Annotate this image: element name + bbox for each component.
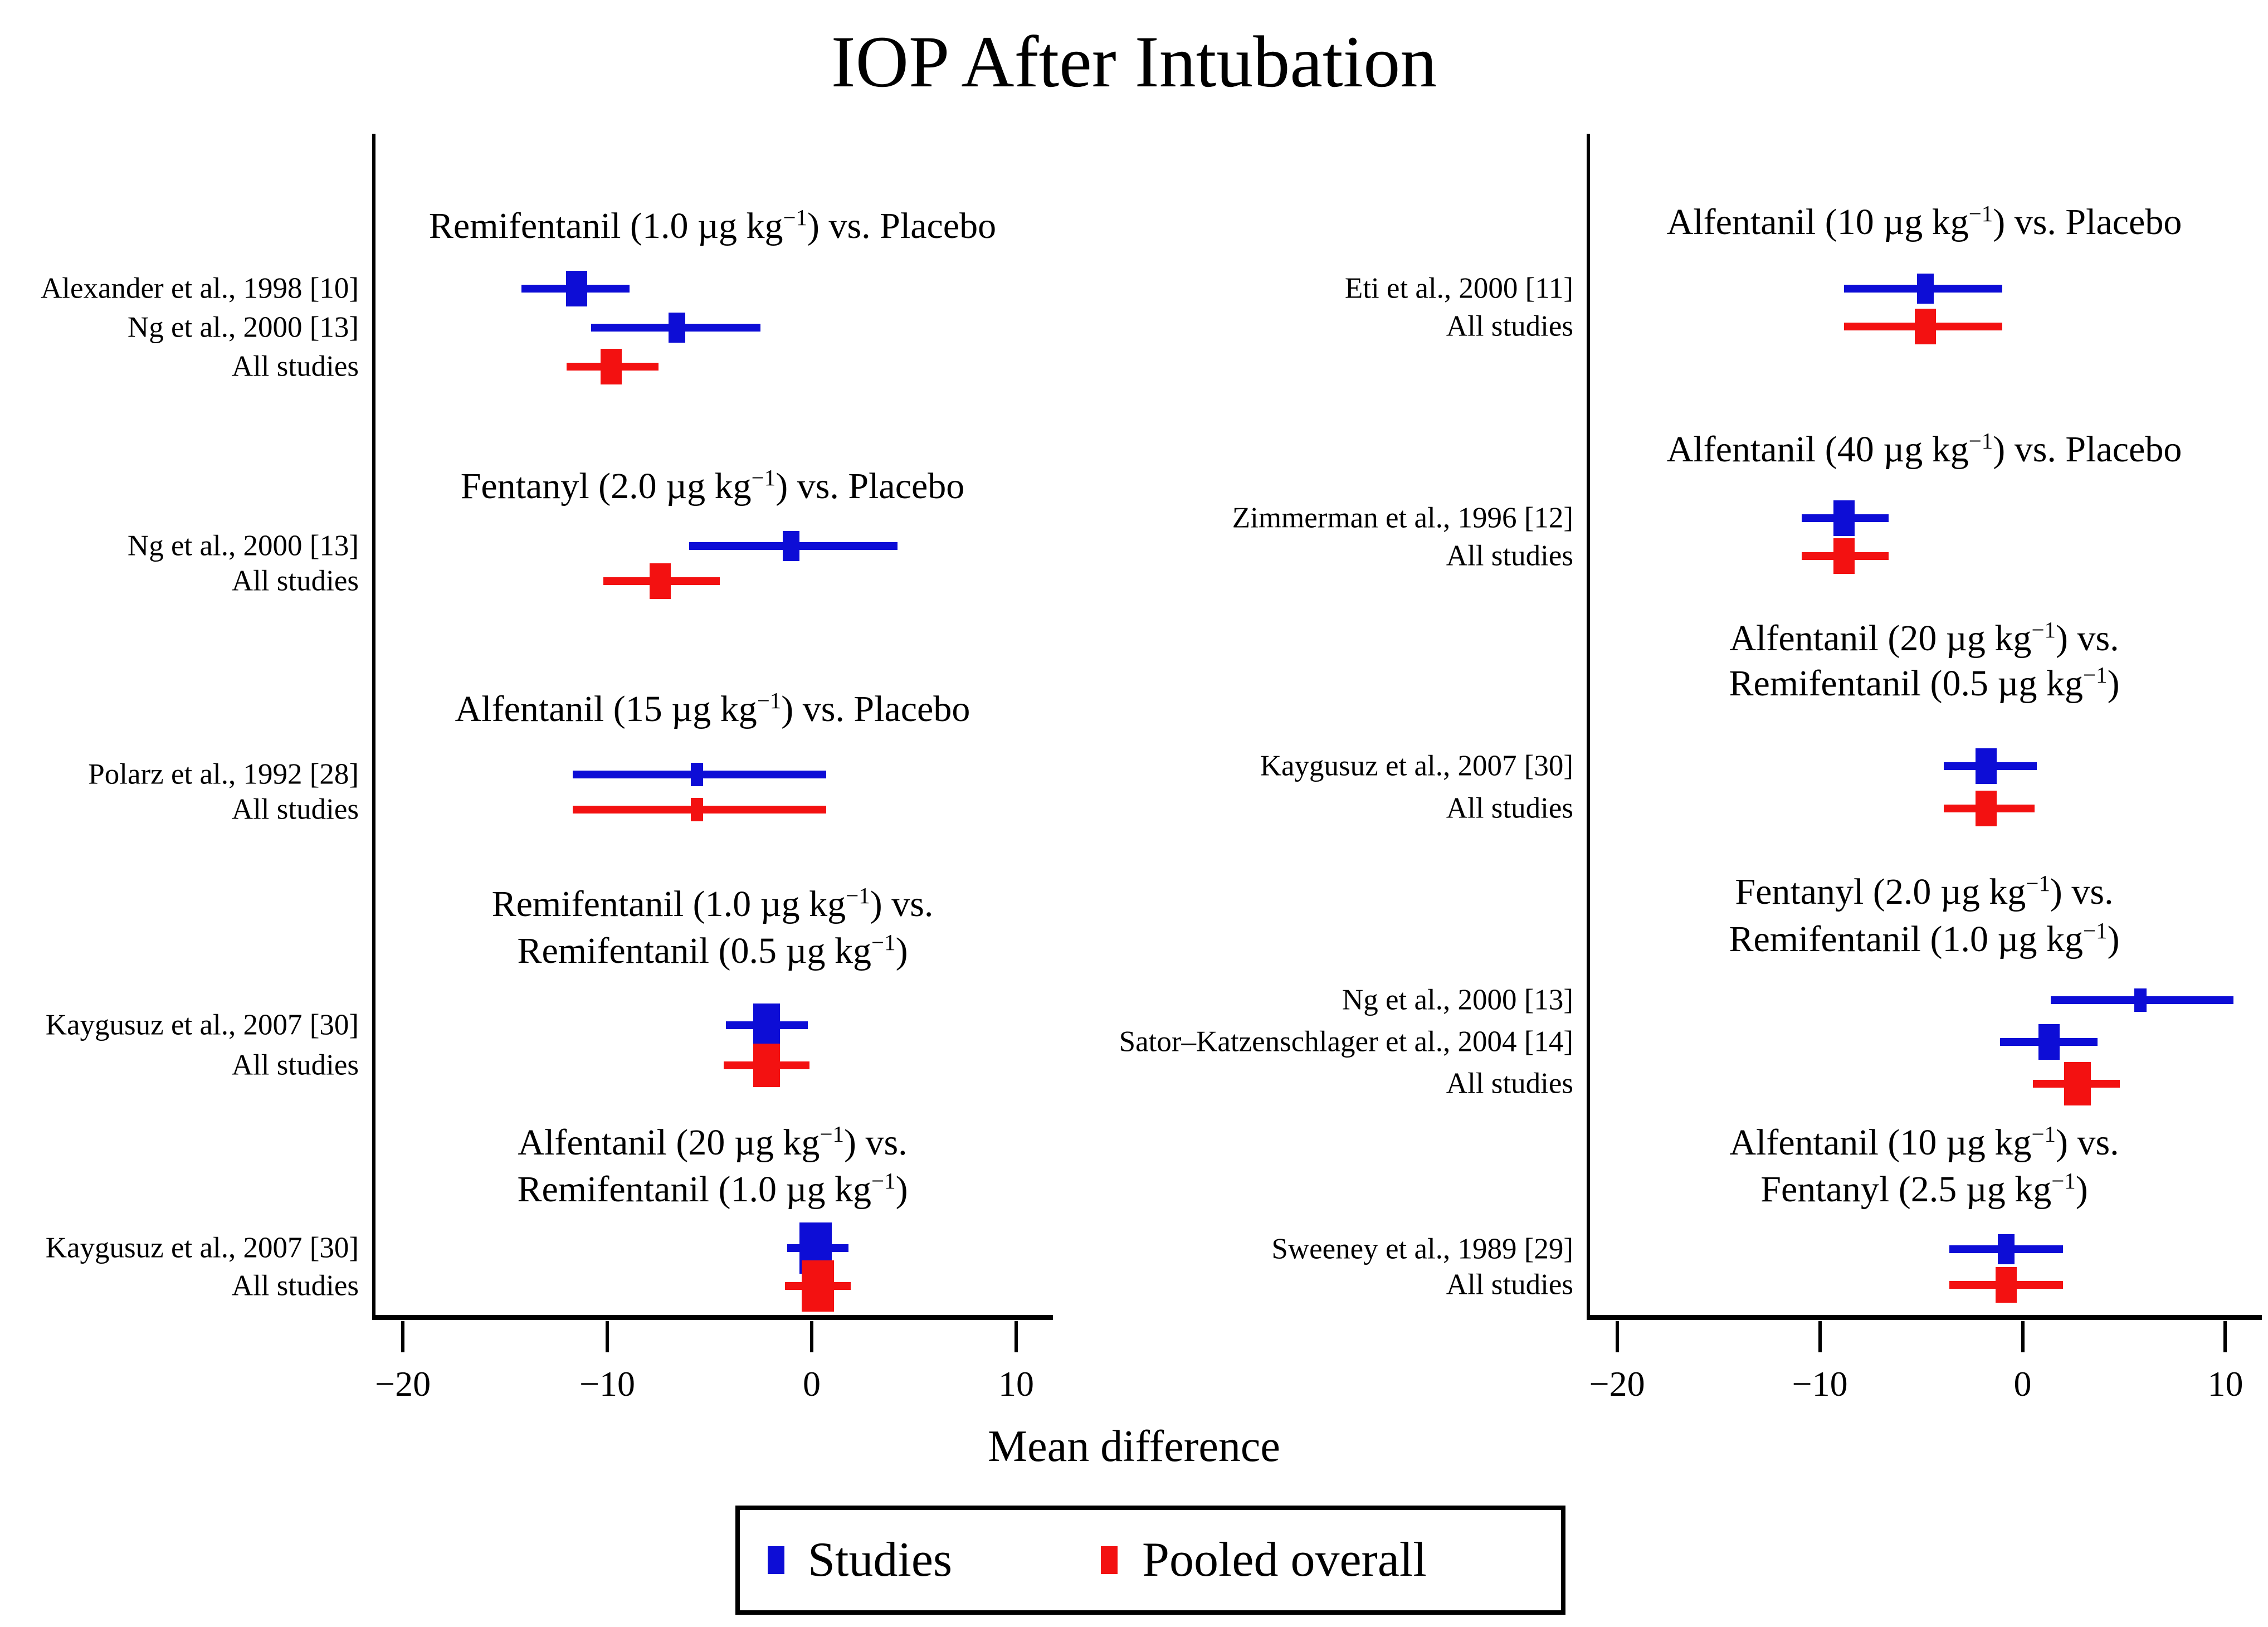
study-row-label: Eti et al., 2000 [11] [1344, 272, 1573, 305]
tick-label: 10 [2207, 1364, 2243, 1404]
tick-label: −20 [374, 1364, 431, 1404]
pooled-mean-marker [1996, 1267, 2017, 1303]
study-row-label: Kaygusuz et al., 2007 [30] [45, 1009, 359, 1041]
study-mean-marker [1998, 1234, 2015, 1264]
axis-tick [606, 1321, 609, 1352]
study-mean-marker [691, 763, 704, 786]
x-axis-title: Mean difference [988, 1422, 1280, 1471]
group-header: Remifentanil (1.0 µg kg−1) vs. [491, 883, 934, 924]
pooled-mean-marker [1976, 791, 1997, 826]
group-header: Alfentanil (10 µg kg−1) vs. [1729, 1122, 2119, 1163]
study-row-label: Sator–Katzenschlager et al., 2004 [14] [1119, 1025, 1573, 1058]
group-header: Alfentanil (15 µg kg−1) vs. Placebo [455, 688, 970, 729]
pooled-row-label: All studies [1446, 792, 1573, 825]
study-mean-marker [2038, 1024, 2060, 1060]
axis-tick [1818, 1321, 1822, 1352]
tick-label: 0 [802, 1364, 821, 1404]
group-header: Remifentanil (1.0 µg kg−1) vs. Placebo [428, 205, 997, 246]
tick-label: −10 [579, 1364, 636, 1404]
study-row-label: Zimmerman et al., 1996 [12] [1232, 501, 1573, 534]
tick-label: 10 [998, 1364, 1034, 1404]
pooled-legend-label: Pooled overall [1142, 1533, 1427, 1587]
pooled-mean-marker [650, 563, 671, 599]
study-mean-marker [1833, 500, 1855, 536]
study-mean-marker [783, 531, 800, 561]
pooled-legend-swatch [1101, 1546, 1118, 1574]
study-row-label: Alexander et al., 1998 [10] [40, 272, 359, 305]
group-header: Alfentanil (40 µg kg−1) vs. Placebo [1666, 428, 2182, 470]
study-row-label: Sweeney et al., 1989 [29] [1271, 1233, 1573, 1265]
forest-panel-right [1587, 134, 2262, 1320]
pooled-mean-marker [601, 349, 622, 384]
pooled-row-label: All studies [231, 564, 359, 597]
pooled-mean-marker [753, 1044, 781, 1087]
studies-legend-swatch [768, 1546, 784, 1574]
axis-tick [401, 1321, 405, 1352]
study-row-label: Ng et al., 2000 [13] [1342, 983, 1573, 1016]
pooled-mean-marker [2064, 1062, 2091, 1105]
group-header: Fentanyl (2.5 µg kg−1) [1760, 1168, 2088, 1210]
group-header: Alfentanil (20 µg kg−1) vs. [518, 1122, 908, 1163]
study-mean-marker [1976, 748, 1997, 784]
tick-label: −20 [1589, 1364, 1645, 1404]
pooled-row-label: All studies [231, 1049, 359, 1082]
pooled-row-label: All studies [231, 793, 359, 826]
study-mean-marker [753, 1004, 781, 1047]
group-header: Alfentanil (20 µg kg−1) vs. [1729, 617, 2119, 659]
axis-tick [1014, 1321, 1018, 1352]
pooled-mean-marker [1914, 309, 1936, 344]
study-row-label: Kaygusuz et al., 2007 [30] [1260, 749, 1573, 782]
pooled-mean-marker [691, 798, 704, 821]
group-header: Remifentanil (1.0 µg kg−1) [1729, 918, 2120, 959]
forest-panel-left [372, 134, 1053, 1320]
axis-tick [2223, 1321, 2227, 1352]
pooled-row-label: All studies [1446, 1268, 1573, 1301]
pooled-mean-marker [801, 1260, 834, 1312]
study-row-label: Ng et al., 2000 [13] [127, 311, 359, 344]
axis-tick [809, 1321, 813, 1352]
pooled-row-label: All studies [231, 1269, 359, 1302]
study-mean-marker [2134, 988, 2147, 1012]
pooled-row-label: All studies [1446, 539, 1573, 572]
tick-label: −10 [1792, 1364, 1848, 1404]
group-header: Remifentanil (0.5 µg kg−1) [517, 930, 908, 971]
legend-box: Studies Pooled overall [735, 1506, 1565, 1615]
group-header: Remifentanil (1.0 µg kg−1) [517, 1168, 908, 1210]
group-header: Fentanyl (2.0 µg kg−1) vs. Placebo [460, 465, 965, 506]
chart-title: IOP After Intubation [831, 21, 1437, 103]
study-mean-marker [1916, 274, 1934, 304]
pooled-row-label: All studies [1446, 310, 1573, 343]
study-mean-marker [565, 271, 587, 306]
axis-tick [1615, 1321, 1619, 1352]
study-row-label: Kaygusuz et al., 2007 [30] [45, 1231, 359, 1264]
group-header: Remifentanil (0.5 µg kg−1) [1729, 663, 2120, 704]
study-mean-marker [668, 313, 685, 343]
study-row-label: Ng et al., 2000 [13] [127, 529, 359, 562]
pooled-row-label: All studies [231, 350, 359, 383]
study-row-label: Polarz et al., 1992 [28] [88, 758, 359, 791]
studies-legend-label: Studies [808, 1533, 953, 1587]
pooled-row-label: All studies [1446, 1067, 1573, 1100]
tick-label: 0 [2013, 1364, 2032, 1404]
group-header: Fentanyl (2.0 µg kg−1) vs. [1735, 871, 2114, 912]
pooled-mean-marker [1833, 538, 1855, 574]
axis-tick [2021, 1321, 2025, 1352]
group-header: Alfentanil (10 µg kg−1) vs. Placebo [1666, 201, 2182, 242]
